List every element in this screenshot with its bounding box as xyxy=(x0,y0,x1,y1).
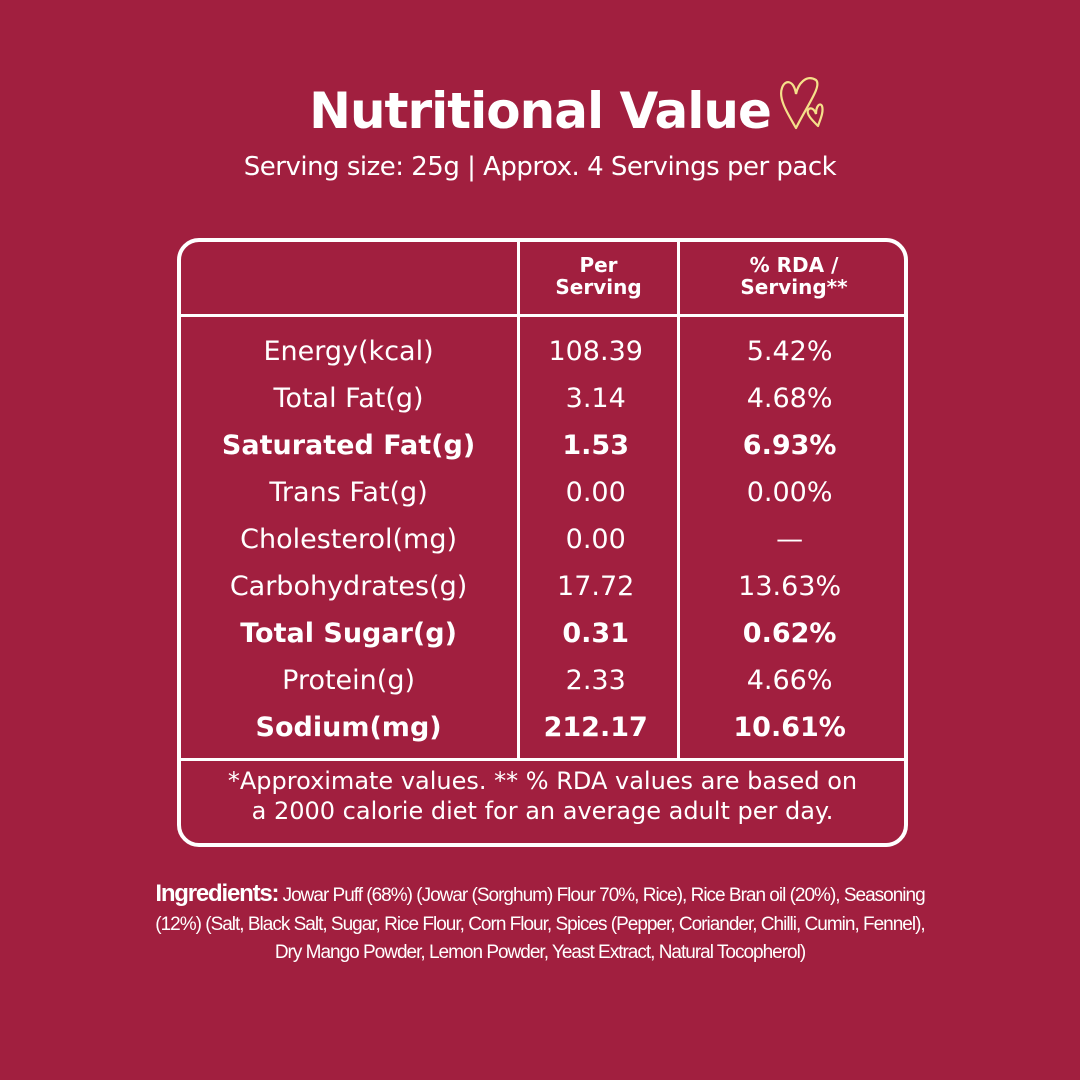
footnote: *Approximate values. ** % RDA values are… xyxy=(181,766,904,826)
rda-value: 10.61% xyxy=(733,712,846,743)
hearts-icon xyxy=(780,77,824,130)
column-divider xyxy=(517,242,520,758)
rda-value: 13.63% xyxy=(738,571,842,602)
rda-value: 4.68% xyxy=(746,383,833,414)
ingredients-text: Jowar Puff (68%) (Jowar (Sorghum) Flour … xyxy=(155,885,925,963)
nutrient-label: Carbohydrates(g) xyxy=(229,571,468,602)
nutrient-label: Total Fat(g) xyxy=(273,383,424,414)
rda-value: 4.66% xyxy=(746,665,833,696)
footnote-line: *Approximate values. ** % RDA values are… xyxy=(227,767,858,795)
header-rda: % RDA / Serving** xyxy=(740,253,848,299)
rda-value: 5.42% xyxy=(746,336,833,367)
rda-value: 6.93% xyxy=(742,430,837,461)
nutrient-label: Energy(kcal) xyxy=(263,336,434,367)
title-text: Nutritional Value xyxy=(309,82,772,140)
ingredients-label: Ingredients: xyxy=(155,880,279,907)
rda-value: 0.00% xyxy=(746,477,833,508)
nutrition-table: Per Serving % RDA / Serving** Energy(kca… xyxy=(177,238,908,847)
rda-value: — xyxy=(776,524,804,555)
per-serving-value: 0.31 xyxy=(562,618,630,649)
table-row: Cholesterol(mg) 0.00 — xyxy=(181,516,904,563)
nutrient-label: Sodium(mg) xyxy=(255,712,442,743)
nutrient-label: Protein(g) xyxy=(282,665,415,696)
table-row: Carbohydrates(g) 17.72 13.63% xyxy=(181,563,904,610)
header-divider xyxy=(181,314,904,317)
table-row: Total Fat(g) 3.14 4.68% xyxy=(181,375,904,422)
table-row: Energy(kcal) 108.39 5.42% xyxy=(181,328,904,375)
rda-value: 0.62% xyxy=(742,618,837,649)
per-serving-value: 0.00 xyxy=(565,524,626,555)
per-serving-value: 2.33 xyxy=(565,665,626,696)
per-serving-value: 0.00 xyxy=(565,477,626,508)
per-serving-value: 108.39 xyxy=(548,336,643,367)
nutrient-label: Total Sugar(g) xyxy=(240,618,457,649)
table-row: Sodium(mg) 212.17 10.61% xyxy=(181,704,904,751)
footer-divider xyxy=(181,758,904,761)
footnote-line: a 2000 calorie diet for an average adult… xyxy=(251,797,834,825)
per-serving-value: 3.14 xyxy=(565,383,626,414)
nutrient-label: Saturated Fat(g) xyxy=(221,430,476,461)
column-divider xyxy=(677,242,680,758)
page-title: Nutritional Value xyxy=(0,82,1080,140)
table-row: Trans Fat(g) 0.00 0.00% xyxy=(181,469,904,516)
per-serving-value: 1.53 xyxy=(562,430,630,461)
serving-info: Serving size: 25g | Approx. 4 Servings p… xyxy=(243,152,837,182)
nutrient-label: Trans Fat(g) xyxy=(269,477,428,508)
nutrient-label: Cholesterol(mg) xyxy=(240,524,458,555)
header-per-serving: Per Serving xyxy=(555,253,642,299)
per-serving-value: 212.17 xyxy=(543,712,648,743)
table-row: Saturated Fat(g) 1.53 6.93% xyxy=(181,422,904,469)
table-row: Total Sugar(g) 0.31 0.62% xyxy=(181,610,904,657)
table-row: Protein(g) 2.33 4.66% xyxy=(181,657,904,704)
per-serving-value: 17.72 xyxy=(557,571,635,602)
ingredients: Ingredients: Jowar Puff (68%) (Jowar (So… xyxy=(150,880,930,968)
